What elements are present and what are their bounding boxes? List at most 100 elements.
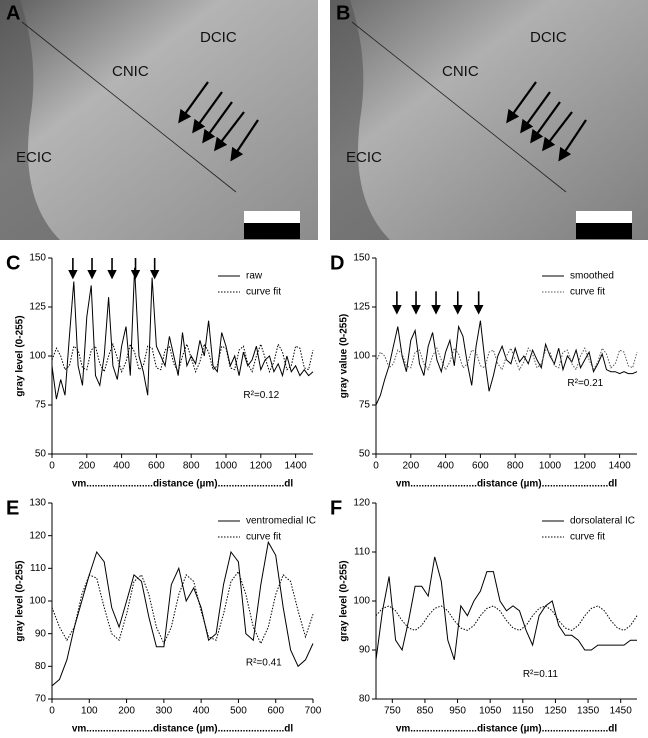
y-tick-label: 70 — [35, 694, 47, 705]
profile-line — [21, 21, 237, 193]
tissue-edge — [0, 0, 60, 240]
legend-label: curve fit — [246, 532, 281, 543]
y-tick-label: 100 — [353, 596, 370, 607]
arrows — [506, 81, 587, 162]
x-tick-label: 1400 — [284, 461, 307, 472]
panel-letter: A — [6, 2, 20, 24]
region-label: CNIC — [442, 63, 479, 80]
y-tick-label: 125 — [353, 302, 370, 313]
x-tick-label: 200 — [402, 461, 419, 472]
x-tick-label: 1150 — [512, 706, 534, 717]
data-line — [375, 605, 638, 631]
x-tick-label: 300 — [156, 706, 173, 717]
data-line — [375, 346, 638, 371]
x-tick-label: 1450 — [610, 706, 633, 717]
x-tick-label: 100 — [81, 706, 98, 717]
y-tick-label: 80 — [35, 661, 47, 672]
panel-letter: F — [330, 497, 342, 519]
x-tick-label: 1350 — [577, 706, 600, 717]
legend-label: curve fit — [246, 287, 281, 298]
scale-bar — [576, 223, 632, 239]
x-tick-label: 400 — [437, 461, 454, 472]
legend-label: ventromedial IC — [246, 516, 316, 527]
y-tick-label: 100 — [29, 351, 46, 362]
image — [0, 0, 318, 240]
profile-line — [351, 21, 567, 193]
annotation: R²=0.12 — [243, 390, 279, 401]
annotation: R²=0.41 — [246, 658, 282, 669]
panel-letter: B — [336, 2, 350, 24]
y-tick-label: 150 — [353, 253, 370, 264]
x-tick-label: 1200 — [574, 461, 597, 472]
y-axis-label: gray value (0-255) — [339, 314, 350, 399]
region-label: DCIC — [530, 29, 567, 46]
region-label: CNIC — [112, 63, 149, 80]
region-label: ECIC — [346, 149, 382, 166]
x-axis-label: vm........................distance (µm).… — [396, 479, 618, 490]
x-tick-label: 800 — [183, 461, 200, 472]
y-axis-label: gray level (0-255) — [15, 315, 26, 396]
data-line — [51, 570, 314, 645]
legend-label: curve fit — [570, 532, 605, 543]
micrograph-a: A DCIC CNIC ECIC — [0, 0, 318, 240]
x-tick-label: 500 — [230, 706, 247, 717]
y-tick-label: 110 — [30, 563, 46, 574]
x-tick-label: 400 — [113, 461, 130, 472]
tissue-edge — [330, 0, 390, 240]
x-tick-label: 600 — [472, 461, 489, 472]
region-label: ECIC — [16, 149, 52, 166]
data-line — [51, 342, 314, 374]
x-tick-label: 600 — [148, 461, 165, 472]
scale-bar — [576, 211, 632, 223]
x-axis-label: vm........................distance (µm).… — [396, 724, 618, 735]
x-tick-label: 1050 — [479, 706, 502, 717]
x-tick-label: 700 — [305, 706, 322, 717]
y-tick-label: 125 — [29, 302, 46, 313]
x-tick-label: 850 — [417, 706, 434, 717]
y-tick-label: 75 — [35, 400, 47, 411]
micrograph-b: B DCIC CNIC ECIC — [330, 0, 648, 240]
x-tick-label: 600 — [267, 706, 284, 717]
y-tick-label: 50 — [359, 449, 371, 460]
y-axis-label: gray level (0-255) — [339, 560, 350, 641]
y-tick-label: 80 — [359, 694, 371, 705]
legend-label: curve fit — [570, 287, 605, 298]
x-tick-label: 200 — [118, 706, 135, 717]
y-tick-label: 100 — [29, 596, 46, 607]
x-tick-label: 200 — [78, 461, 95, 472]
y-tick-label: 150 — [29, 253, 46, 264]
x-tick-label: 0 — [49, 461, 55, 472]
x-tick-label: 950 — [449, 706, 466, 717]
data-line — [51, 540, 314, 687]
x-tick-label: 0 — [373, 461, 379, 472]
panel-letter: C — [6, 252, 20, 274]
arrows — [178, 81, 259, 162]
data-line — [375, 320, 638, 406]
x-tick-label: 1200 — [250, 461, 273, 472]
x-tick-label: 0 — [49, 706, 55, 717]
x-axis-label: vm........................distance (µm).… — [72, 479, 294, 490]
legend-label: raw — [246, 271, 263, 282]
y-tick-label: 75 — [359, 400, 371, 411]
legend-label: smoothed — [570, 271, 614, 282]
scale-bar — [244, 211, 300, 223]
x-axis-label: vm........................distance (µm).… — [72, 724, 294, 735]
x-tick-label: 1400 — [608, 461, 631, 472]
data-line — [51, 267, 314, 400]
scale-bar — [244, 223, 300, 239]
x-tick-label: 1000 — [539, 461, 562, 472]
annotation: R²=0.11 — [523, 669, 559, 680]
y-tick-label: 50 — [35, 449, 47, 460]
y-tick-label: 90 — [359, 645, 371, 656]
y-tick-label: 120 — [29, 530, 46, 541]
y-tick-label: 90 — [35, 628, 47, 639]
panel-letter: E — [6, 497, 19, 519]
x-tick-label: 800 — [507, 461, 524, 472]
image — [330, 0, 648, 240]
legend-label: dorsolateral IC — [570, 516, 635, 527]
panel-letter: D — [330, 252, 344, 274]
x-tick-label: 400 — [193, 706, 210, 717]
region-label: DCIC — [200, 29, 237, 46]
y-tick-label: 120 — [353, 498, 370, 509]
